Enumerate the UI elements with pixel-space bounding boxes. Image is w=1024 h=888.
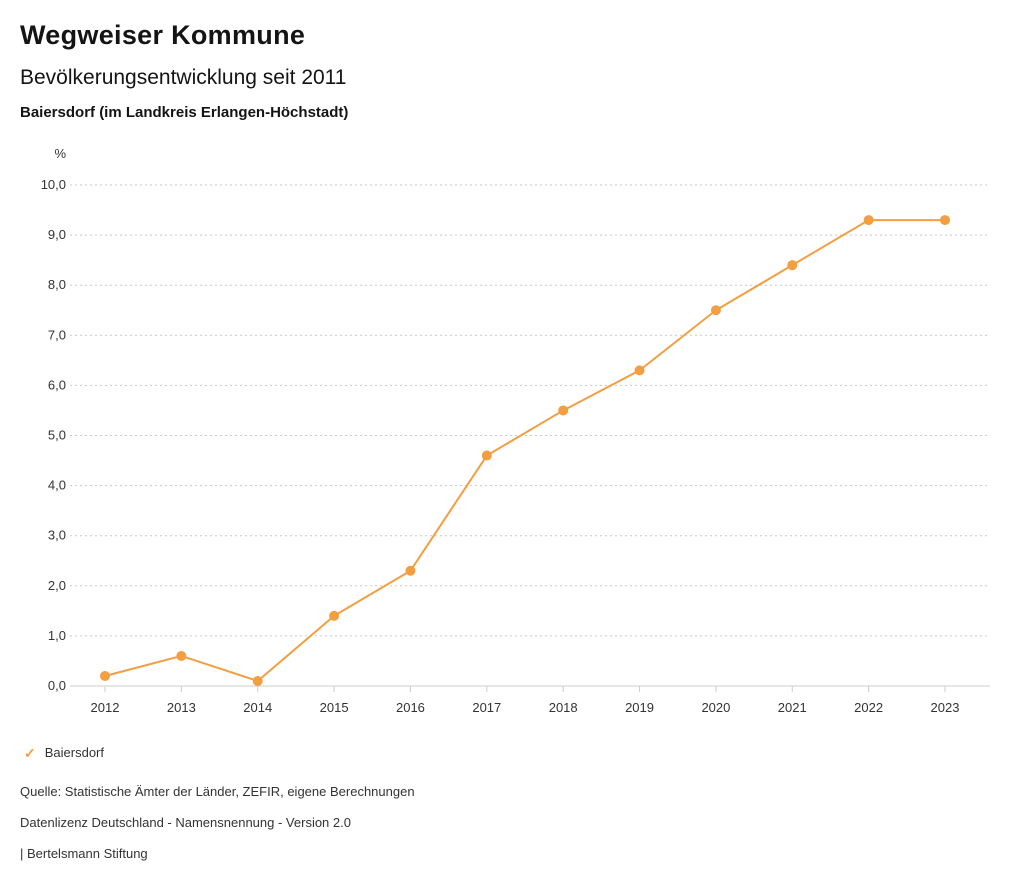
y-tick-label: 10,0 — [41, 177, 66, 192]
y-tick-label: 2,0 — [48, 578, 66, 593]
x-tick-label: 2015 — [320, 700, 349, 715]
page-title: Wegweiser Kommune — [20, 20, 306, 50]
data-point[interactable] — [863, 215, 874, 226]
x-tick-label: 2022 — [854, 700, 883, 715]
legend-label: Baiersdorf — [44, 745, 104, 760]
source-text: Quelle: Statistische Ämter der Länder, Z… — [20, 784, 415, 799]
y-axis-unit-label: % — [54, 146, 66, 161]
chart-subtitle: Bevölkerungsentwicklung seit 2011 — [20, 66, 347, 89]
chart-region-title: Baiersdorf (im Landkreis Erlangen-Höchst… — [20, 104, 349, 121]
legend: ✓ Baiersdorf — [24, 745, 104, 761]
y-tick-label: 1,0 — [48, 628, 66, 643]
chart-footer: Quelle: Statistische Ämter der Länder, Z… — [20, 785, 415, 878]
data-point[interactable] — [481, 450, 492, 461]
data-point[interactable] — [405, 565, 416, 576]
legend-item-baiersdorf[interactable]: ✓ Baiersdorf — [24, 745, 104, 760]
y-tick-label: 3,0 — [48, 528, 66, 543]
x-tick-label: 2012 — [91, 700, 120, 715]
x-tick-label: 2013 — [167, 700, 196, 715]
line-chart: % 0,0 1,0 2,0 3,0 4,0 5,0 6,0 7,0 8,0 9,0 10,0 2012 2… — [0, 140, 1024, 740]
data-point[interactable] — [558, 405, 569, 416]
check-icon: ✓ — [24, 744, 36, 761]
y-tick-label: 6,0 — [48, 377, 66, 392]
y-tick-label: 4,0 — [48, 478, 66, 493]
x-tick-label: 2020 — [701, 700, 730, 715]
data-point[interactable] — [940, 215, 950, 226]
series-line — [104, 219, 945, 682]
data-point[interactable] — [176, 650, 187, 661]
chart-canvas: % 0,0 1,0 2,0 3,0 4,0 5,0 6,0 7,0 8,0 9,0 10,0 2012 2… — [41, 146, 990, 715]
data-point[interactable] — [787, 260, 798, 271]
y-tick-label: 7,0 — [48, 327, 66, 342]
x-tick-label: 2017 — [472, 700, 501, 715]
x-tick-label: 2018 — [549, 700, 578, 715]
y-tick-label: 9,0 — [48, 227, 66, 242]
data-point[interactable] — [100, 670, 110, 681]
y-tick-label: 8,0 — [48, 277, 66, 292]
x-tick-label: 2016 — [396, 700, 425, 715]
attribution-text: | Bertelsmann Stiftung — [20, 846, 148, 861]
x-tick-label: 2023 — [931, 700, 960, 715]
data-point[interactable] — [710, 305, 721, 316]
y-tick-label: 0,0 — [48, 678, 66, 693]
license-text: Datenlizenz Deutschland - Namensnennung … — [20, 815, 351, 830]
x-tick-label: 2019 — [625, 700, 654, 715]
data-point[interactable] — [329, 610, 340, 621]
data-point[interactable] — [252, 675, 263, 686]
data-point[interactable] — [634, 365, 645, 376]
y-tick-label: 5,0 — [48, 428, 66, 443]
x-tick-label: 2014 — [243, 700, 272, 715]
x-tick-label: 2021 — [778, 700, 807, 715]
